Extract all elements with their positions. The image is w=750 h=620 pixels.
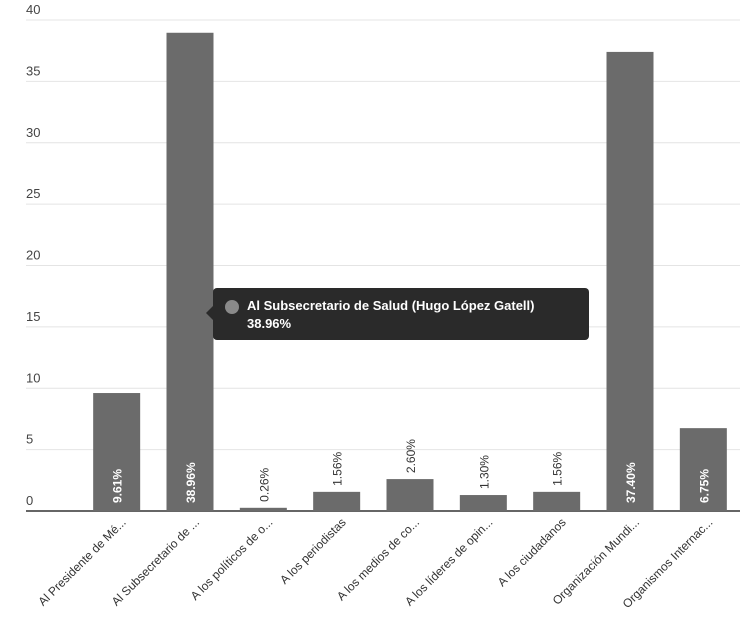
data-label: 9.61% xyxy=(111,469,125,503)
tooltip-title: Al Subsecretario de Salud (Hugo López Ga… xyxy=(247,298,535,313)
y-tick-label: 0 xyxy=(26,493,33,508)
x-tick-label: A los periodistas xyxy=(277,515,349,587)
bar xyxy=(166,32,214,512)
tooltip-value: 38.96% xyxy=(247,316,292,331)
data-label: 2.60% xyxy=(404,439,418,473)
y-tick-label: 25 xyxy=(26,186,40,201)
data-label: 38.96% xyxy=(184,462,198,503)
bar xyxy=(459,495,507,511)
bar-tooltip: Al Subsecretario de Salud (Hugo López Ga… xyxy=(206,288,589,340)
data-label: 37.40% xyxy=(624,462,638,503)
bar xyxy=(239,507,287,511)
y-tick-label: 40 xyxy=(26,2,40,17)
data-label: 1.30% xyxy=(477,455,491,489)
data-label: 1.56% xyxy=(331,451,345,485)
bar xyxy=(533,491,581,511)
y-tick-label: 15 xyxy=(26,309,40,324)
data-label: 6.75% xyxy=(697,469,711,503)
data-label: 0.26% xyxy=(257,467,271,501)
y-tick-label: 5 xyxy=(26,432,33,447)
y-tick-label: 10 xyxy=(26,370,40,385)
series-dot-icon xyxy=(225,300,239,314)
y-tick-label: 20 xyxy=(26,248,40,263)
bar xyxy=(679,428,727,511)
x-tick-label: A los medios de co... xyxy=(334,515,422,603)
data-label: 1.56% xyxy=(551,451,565,485)
x-tick-label: A los ciudadanos xyxy=(495,515,569,589)
y-tick-label: 35 xyxy=(26,63,40,78)
bar xyxy=(386,479,434,511)
y-tick-label: 30 xyxy=(26,125,40,140)
bar xyxy=(606,51,654,511)
x-tick-label: A los políticos de o... xyxy=(188,515,276,603)
bar xyxy=(313,491,361,511)
bar xyxy=(93,393,141,511)
